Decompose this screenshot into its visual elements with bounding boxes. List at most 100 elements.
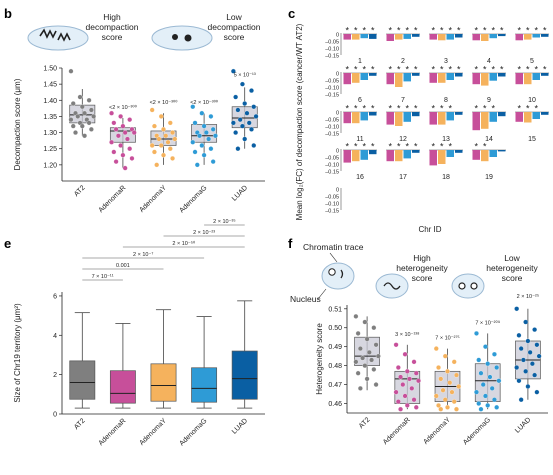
point-LUAD — [251, 104, 257, 110]
y-tick-label: –0.10 — [325, 124, 339, 130]
significance-star: * — [543, 65, 547, 75]
significance-star: * — [448, 104, 452, 114]
p-value-AdenomaY: 7 × 10⁻²⁷⁵ — [435, 335, 459, 342]
point-AdenomaY — [433, 393, 439, 399]
bar-chr-3-AdenomaY — [438, 34, 446, 41]
point-AdenomaR — [411, 359, 417, 365]
y-tick-label: 1.35 — [43, 114, 57, 121]
x-tick-label-AT2: AT2 — [73, 417, 87, 431]
bar-chr-1-LUAD — [369, 34, 377, 39]
significance-star: * — [457, 65, 461, 75]
x-tick-label-AdenomaY: AdenomaY — [138, 417, 168, 447]
bar-chr-11-AdenomaR — [343, 112, 351, 124]
caption-line: decompaction — [208, 22, 261, 32]
point-AdenomaR — [404, 368, 410, 374]
y-tick-label: –0.15 — [325, 169, 339, 175]
y-tick-label: 1.50 — [43, 66, 57, 73]
bar-chr-7-AdenomaY — [395, 73, 403, 87]
point-AdenomaG — [474, 389, 479, 395]
significance-star: * — [371, 142, 375, 152]
point-AdenomaG — [483, 393, 488, 399]
x-axis-label: Chr ID — [418, 225, 441, 234]
point-AdenomaR — [413, 404, 419, 410]
y-tick-label: 0.51 — [328, 306, 342, 313]
bar-chr-15-AdenomaY — [524, 112, 532, 123]
point-AT2 — [91, 113, 97, 119]
point-LUAD — [253, 113, 259, 119]
y-tick-label: 0 — [336, 187, 339, 193]
point-AT2 — [75, 113, 81, 119]
chart-c: 0–0.05–0.10–0.150–0.05–0.10–0.150–0.05–0… — [295, 23, 549, 234]
point-AdenomaG — [208, 146, 214, 152]
point-LUAD — [251, 143, 257, 148]
point-LUAD — [239, 123, 245, 129]
chr-label-13: 13 — [442, 136, 450, 143]
significance-star: * — [526, 104, 530, 114]
point-AdenomaY — [442, 353, 448, 359]
chr-label-17: 17 — [399, 174, 407, 181]
significance-star: * — [371, 26, 375, 36]
point-LUAD — [239, 81, 245, 87]
significance-star: * — [431, 104, 435, 114]
point-AdenomaG — [208, 113, 214, 119]
point-AdenomaG — [201, 152, 207, 158]
cartoon-high-decompaction: High decompaction score — [27, 12, 139, 51]
x-tick-label-AT2: AT2 — [73, 184, 87, 198]
chr-label-2: 2 — [401, 58, 405, 65]
significance-star: * — [534, 104, 538, 114]
significance-star: * — [483, 142, 487, 152]
point-AdenomaY — [454, 406, 459, 412]
y-tick-label: –0.05 — [325, 39, 339, 45]
bar-chr-19-AdenomaG — [489, 150, 497, 157]
cartoon-low-caption: Low heterogeneity score — [486, 253, 538, 283]
chr-label-12: 12 — [399, 136, 407, 143]
significance-star: * — [371, 65, 375, 75]
significance-star: * — [440, 142, 444, 152]
box-AdenomaY — [150, 363, 177, 402]
point-AdenomaG — [197, 133, 203, 139]
significance-star: * — [414, 65, 418, 75]
bar-chr-12-AdenomaR — [386, 112, 394, 125]
point-AdenomaY — [442, 397, 448, 403]
x-tick-label-AdenomaR: AdenomaR — [382, 416, 412, 446]
bar-chr-17-AdenomaG — [403, 150, 411, 159]
point-AT2 — [79, 104, 85, 110]
panel-c: c 0–0.05–0.10–0.150–0.05–0.10–0.150–0.05… — [288, 6, 549, 234]
significance-star: * — [354, 104, 358, 114]
x-tick-label-LUAD: LUAD — [231, 417, 249, 435]
point-LUAD — [237, 117, 243, 123]
point-AdenomaR — [131, 130, 137, 136]
point-AdenomaG — [480, 382, 486, 388]
decompacted-chromatin-icon — [39, 28, 71, 42]
point-AdenomaG — [194, 162, 200, 168]
point-AdenomaG — [212, 133, 218, 139]
point-AdenomaR — [127, 146, 133, 152]
point-AT2 — [68, 117, 74, 123]
point-AT2 — [362, 363, 368, 369]
caption-line: heterogeneity — [486, 263, 538, 273]
y-tick-label: 1.45 — [43, 82, 57, 89]
point-LUAD — [233, 94, 239, 100]
point-AdenomaR — [404, 402, 410, 408]
y-tick-label: 0.50 — [328, 325, 342, 332]
point-AT2 — [375, 353, 381, 359]
caption-line: score — [412, 273, 433, 283]
point-AT2 — [373, 342, 379, 348]
point-AdenomaR — [113, 126, 119, 132]
bar-chr-9-LUAD — [498, 73, 506, 77]
bar-chr-4-LUAD — [498, 34, 506, 37]
y-tick-label: –0.15 — [325, 53, 339, 59]
point-AdenomaG — [491, 397, 497, 403]
bar-chr-15-AdenomaR — [515, 112, 523, 122]
y-tick-label: –0.10 — [325, 46, 339, 52]
point-LUAD — [518, 397, 524, 403]
point-AdenomaG — [489, 385, 495, 391]
bar-chr-13-AdenomaR — [429, 112, 437, 125]
point-AdenomaY — [440, 387, 446, 393]
caption-line: High — [103, 12, 121, 22]
bar-chr-14-LUAD — [498, 112, 506, 117]
bar-chr-16-AdenomaG — [360, 150, 368, 160]
y-tick-label: 0 — [53, 412, 57, 419]
significance-star: * — [362, 142, 366, 152]
